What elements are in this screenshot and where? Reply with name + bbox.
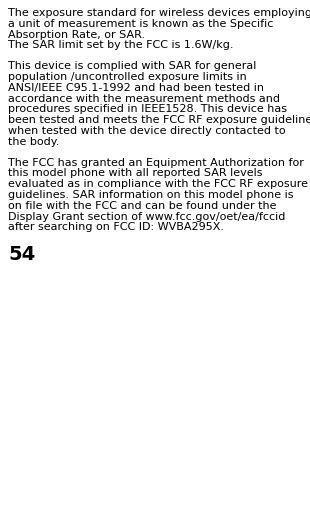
- Text: this model phone with all reported SAR levels: this model phone with all reported SAR l…: [8, 168, 263, 178]
- Text: been tested and meets the FCC RF exposure guidelines: been tested and meets the FCC RF exposur…: [8, 115, 310, 125]
- Text: The FCC has granted an Equipment Authorization for: The FCC has granted an Equipment Authori…: [8, 158, 304, 168]
- Text: the body.: the body.: [8, 137, 60, 147]
- Text: a unit of measurement is known as the Specific: a unit of measurement is known as the Sp…: [8, 19, 273, 29]
- Text: after searching on FCC ID: WVBA295X.: after searching on FCC ID: WVBA295X.: [8, 222, 224, 232]
- Text: ANSI/IEEE C95.1-1992 and had been tested in: ANSI/IEEE C95.1-1992 and had been tested…: [8, 83, 264, 93]
- Text: The SAR limit set by the FCC is 1.6W/kg.: The SAR limit set by the FCC is 1.6W/kg.: [8, 40, 233, 50]
- Text: guidelines. SAR information on this model phone is: guidelines. SAR information on this mode…: [8, 190, 294, 200]
- Text: procedures specified in IEEE1528. This device has: procedures specified in IEEE1528. This d…: [8, 105, 287, 115]
- Text: Absorption Rate, or SAR.: Absorption Rate, or SAR.: [8, 30, 145, 39]
- Text: The exposure standard for wireless devices employing: The exposure standard for wireless devic…: [8, 8, 310, 18]
- Text: on file with the FCC and can be found under the: on file with the FCC and can be found un…: [8, 201, 277, 211]
- Text: 54: 54: [8, 245, 35, 264]
- Text: population /uncontrolled exposure limits in: population /uncontrolled exposure limits…: [8, 72, 247, 82]
- Text: This device is complied with SAR for general: This device is complied with SAR for gen…: [8, 61, 256, 71]
- Text: when tested with the device directly contacted to: when tested with the device directly con…: [8, 126, 286, 136]
- Text: accordance with the measurement methods and: accordance with the measurement methods …: [8, 93, 280, 104]
- Text: Display Grant section of www.fcc.gov/oet/ea/fccid: Display Grant section of www.fcc.gov/oet…: [8, 212, 286, 222]
- Text: evaluated as in compliance with the FCC RF exposure: evaluated as in compliance with the FCC …: [8, 179, 308, 189]
